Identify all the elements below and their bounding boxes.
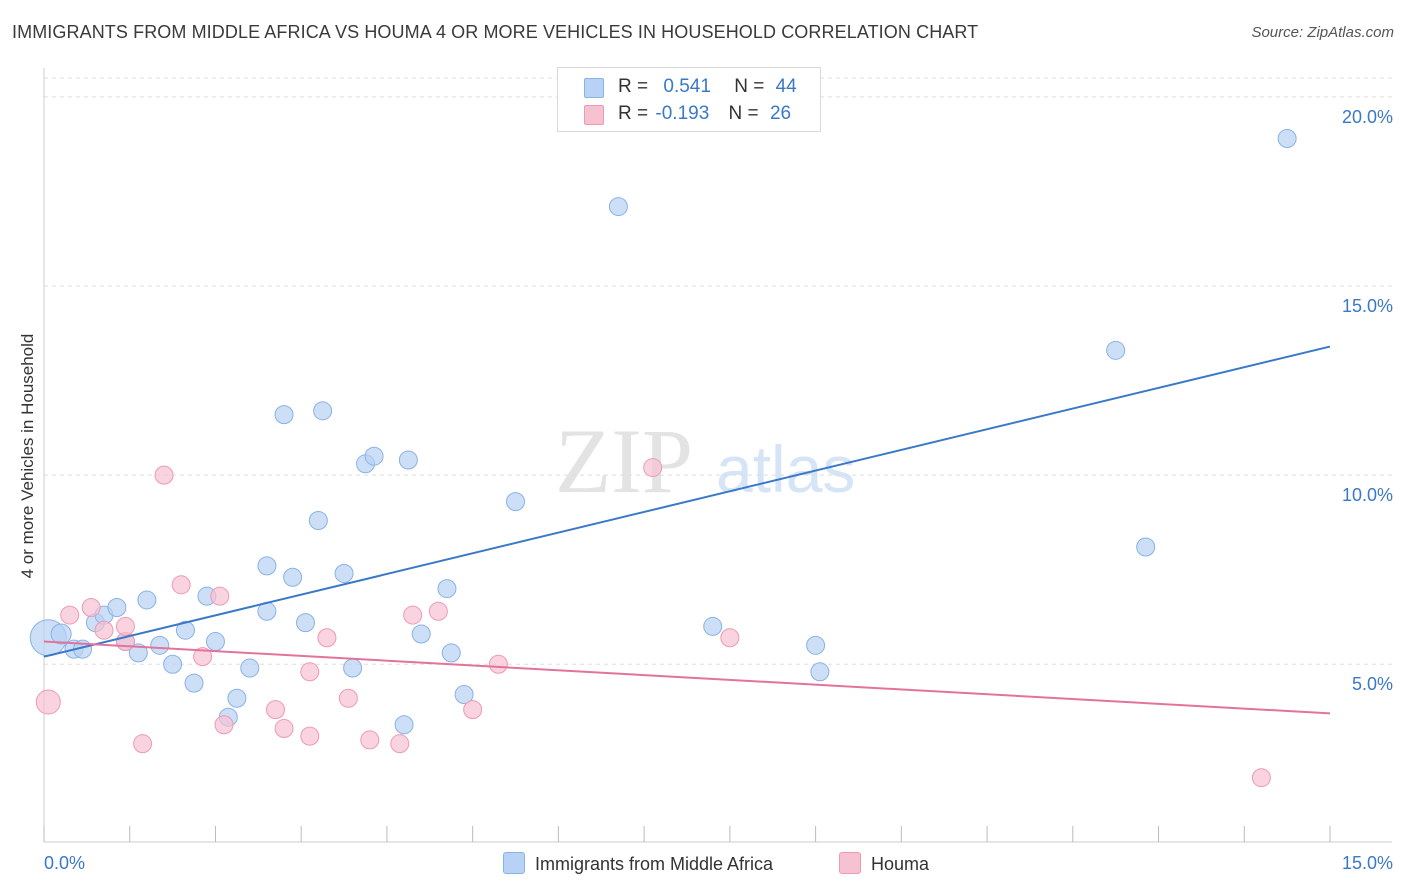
point-middle-africa xyxy=(257,556,277,576)
point-middle-africa xyxy=(205,632,225,652)
point-middle-africa xyxy=(398,450,418,470)
watermark-atlas: atlas xyxy=(716,432,855,506)
r-label: R = xyxy=(618,76,649,97)
point-middle-africa xyxy=(1277,129,1297,149)
point-middle-africa xyxy=(1106,340,1126,360)
point-middle-africa xyxy=(274,405,294,425)
point-houma xyxy=(300,726,320,746)
watermark-zip: ZIP xyxy=(555,410,693,512)
point-houma xyxy=(720,628,740,648)
chart-title: IMMIGRANTS FROM MIDDLE AFRICA VS HOUMA 4… xyxy=(12,22,979,42)
point-houma xyxy=(214,715,234,735)
correlation-legend: R = 0.541 N = 44 R = -0.193 N = 26 xyxy=(557,67,821,132)
point-houma xyxy=(360,730,380,750)
pink-swatch xyxy=(584,105,604,125)
y-tick-label: 15.0% xyxy=(1342,296,1393,316)
point-houma xyxy=(94,620,114,640)
point-middle-africa xyxy=(283,567,303,587)
n-value: 44 xyxy=(775,76,797,97)
r-value: -0.193 xyxy=(655,103,710,124)
point-middle-africa xyxy=(364,446,384,466)
blue-swatch xyxy=(584,78,604,98)
point-middle-africa xyxy=(437,579,457,599)
point-houma xyxy=(463,700,483,720)
point-middle-africa xyxy=(295,613,315,633)
point-houma xyxy=(643,458,663,478)
point-middle-africa xyxy=(107,598,127,618)
point-houma xyxy=(210,586,230,606)
point-houma xyxy=(171,575,191,595)
point-middle-africa xyxy=(703,616,723,636)
point-houma xyxy=(1251,768,1271,788)
legend-item-middle-africa: Immigrants from Middle Africa xyxy=(503,852,773,875)
point-middle-africa xyxy=(313,401,333,421)
point-middle-africa xyxy=(441,643,461,663)
point-middle-africa xyxy=(608,197,628,217)
r-label: R = xyxy=(618,103,649,124)
point-middle-africa xyxy=(810,662,830,682)
point-middle-africa xyxy=(240,658,260,678)
point-houma xyxy=(81,598,101,618)
point-middle-africa xyxy=(506,492,526,512)
point-houma xyxy=(390,734,410,754)
point-houma xyxy=(265,700,285,720)
point-middle-africa xyxy=(128,643,148,663)
point-middle-africa xyxy=(806,635,826,655)
source-label: Source: ZipAtlas.com xyxy=(1251,24,1394,41)
point-middle-africa xyxy=(150,635,170,655)
point-houma xyxy=(60,605,80,625)
point-houma xyxy=(317,628,337,648)
point-houma xyxy=(428,601,448,621)
point-middle-africa xyxy=(175,620,195,640)
point-houma xyxy=(193,647,213,667)
legend-label: Immigrants from Middle Africa xyxy=(535,854,774,874)
point-houma xyxy=(133,734,153,754)
x-tick-label: 15.0% xyxy=(1342,853,1393,873)
point-houma xyxy=(488,654,508,674)
point-middle-africa xyxy=(1136,537,1156,557)
point-middle-africa xyxy=(454,684,474,704)
n-label: N = xyxy=(728,103,759,124)
point-houma xyxy=(403,605,423,625)
point-houma xyxy=(274,719,294,739)
pink-swatch xyxy=(839,852,861,874)
point-houma xyxy=(338,688,358,708)
point-houma xyxy=(35,689,61,715)
point-houma xyxy=(300,662,320,682)
trend-line-middle-africa xyxy=(43,345,1331,658)
point-middle-africa xyxy=(394,715,414,735)
y-tick-label: 20.0% xyxy=(1342,107,1393,127)
legend-label: Houma xyxy=(871,854,930,874)
trend-line-houma xyxy=(43,640,1331,715)
point-middle-africa xyxy=(411,624,431,644)
n-value: 26 xyxy=(769,103,792,124)
legend-item-houma: Houma xyxy=(839,852,929,875)
y-tick-label: 5.0% xyxy=(1352,674,1393,694)
point-middle-africa xyxy=(184,673,204,693)
y-tick-label: 10.0% xyxy=(1342,485,1393,505)
n-label: N = xyxy=(734,76,765,97)
r-value: 0.541 xyxy=(663,76,711,97)
point-middle-africa xyxy=(334,563,354,583)
blue-swatch xyxy=(503,852,525,874)
point-middle-africa xyxy=(163,654,183,674)
point-houma xyxy=(115,616,135,636)
point-middle-africa xyxy=(343,658,363,678)
point-middle-africa xyxy=(227,688,247,708)
x-tick-label: 0.0% xyxy=(44,853,85,873)
point-middle-africa xyxy=(50,623,72,645)
point-middle-africa xyxy=(137,590,157,610)
point-houma xyxy=(154,465,174,485)
point-middle-africa xyxy=(308,511,328,531)
